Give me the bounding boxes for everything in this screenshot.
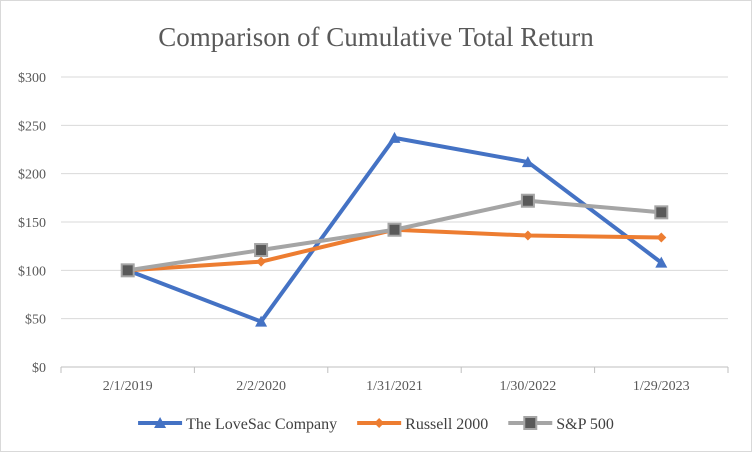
y-tick-label: $150 <box>18 216 46 231</box>
series-s-p-500 <box>120 193 669 278</box>
data-point-the-lovesac-company <box>521 156 534 168</box>
chart-title: Comparison of Cumulative Total Return <box>158 22 594 52</box>
y-tick-label: $300 <box>18 71 46 86</box>
y-tick-label: $100 <box>18 264 46 279</box>
data-point-the-lovesac-company <box>388 131 401 143</box>
legend-item-the-lovesac-company: The LoveSac Company <box>138 416 337 433</box>
legend-label: The LoveSac Company <box>186 416 337 433</box>
legend-swatch-marker <box>374 418 385 428</box>
gridlines <box>61 76 728 368</box>
legend-swatch-marker <box>523 416 538 430</box>
data-point-s-p-500 <box>120 263 135 278</box>
x-tick-label: 1/31/2021 <box>366 379 423 394</box>
x-axis: 2/1/2019 2/2/2020 1/31/2021 1/30/2022 1/29/2… <box>60 366 729 394</box>
x-tick-label: 2/2/2020 <box>236 379 286 394</box>
legend-item-s-p-500: S&P 500 <box>508 416 614 433</box>
legend-swatch-marker <box>154 417 167 428</box>
legend-label: Russell 2000 <box>405 416 488 433</box>
y-tick-label: $50 <box>25 313 46 328</box>
data-point-s-p-500 <box>520 193 535 208</box>
data-point-s-p-500 <box>254 243 269 258</box>
data-series <box>120 131 669 327</box>
data-point-russell-2000 <box>522 230 533 241</box>
data-point-s-p-500 <box>654 205 669 220</box>
data-point-russell-2000 <box>656 232 667 243</box>
data-point-the-lovesac-company <box>255 315 268 327</box>
legend-item-russell-2000: Russell 2000 <box>357 416 488 433</box>
y-tick-label: $0 <box>32 361 46 376</box>
data-point-russell-2000 <box>256 256 267 267</box>
y-tick-label: $200 <box>18 168 46 183</box>
y-axis-tick-labels: $0 $50 $100 $150 $200 $250 $300 <box>18 71 46 376</box>
x-tick-label: 2/1/2019 <box>103 379 153 394</box>
data-point-s-p-500 <box>387 222 402 237</box>
x-tick-label: 1/30/2022 <box>500 379 557 394</box>
legend: The LoveSac Company Russell 2000 S&P 500 <box>138 416 614 433</box>
legend-label: S&P 500 <box>556 416 614 433</box>
y-tick-label: $250 <box>18 119 46 134</box>
x-tick-label: 1/29/2023 <box>633 379 690 394</box>
data-point-the-lovesac-company <box>655 256 668 268</box>
